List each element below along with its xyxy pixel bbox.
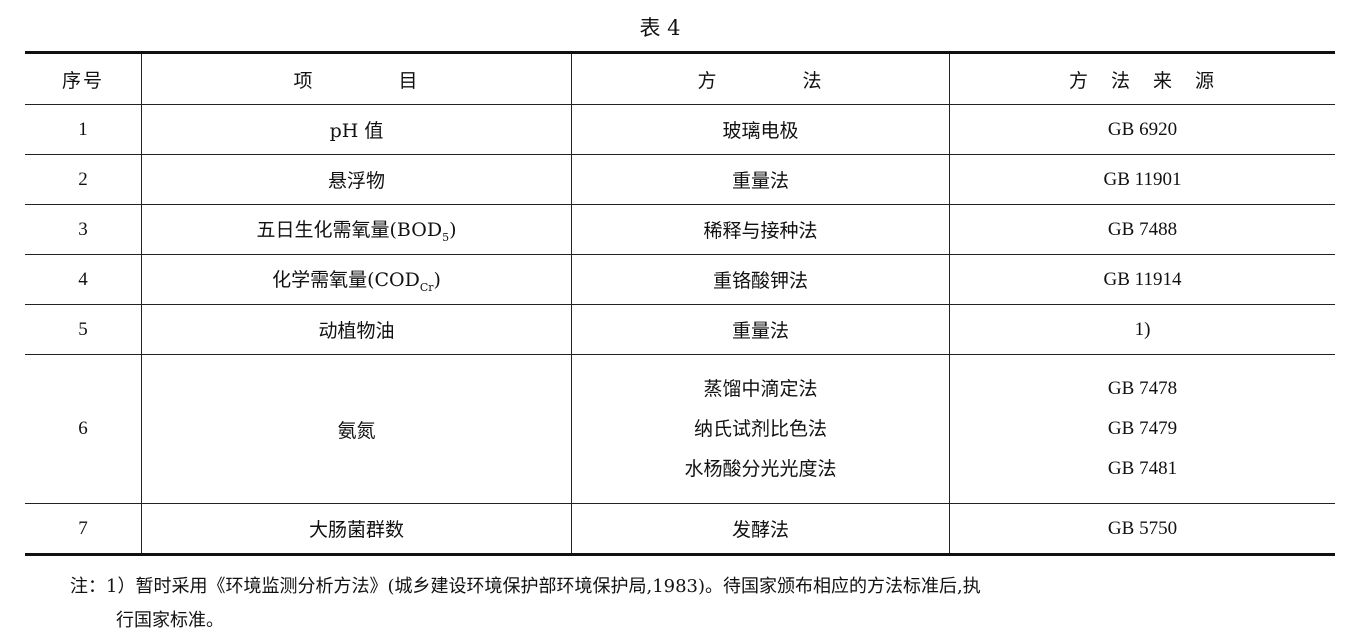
- source-text: GB 7481: [1107, 458, 1178, 479]
- footnote-line-1: 注：1）暂时采用《环境监测分析方法》(城乡建设环境保护部环境保护局,1983)。…: [70, 576, 981, 597]
- table-row: 7 大肠菌群数 发酵法 GB 5750: [25, 503, 1335, 555]
- cell-no: 3: [25, 204, 142, 255]
- item-text: 动植物油: [318, 320, 395, 342]
- cell-method: 发酵法: [571, 503, 950, 555]
- cell-item: 化学需氧量(CODCr): [141, 254, 572, 305]
- method-text: 重量法: [731, 320, 789, 342]
- item-text: 化学需氧量(COD: [272, 269, 420, 292]
- table-row: 2 悬浮物 重量法 GB 11901: [25, 154, 1335, 205]
- source-text: GB 11914: [1103, 268, 1182, 290]
- item-text: 五日生化需氧量(BOD: [256, 219, 443, 242]
- cell-method: 重铬酸钾法: [571, 254, 950, 305]
- monitoring-methods-table: 序号 项 目 方 法 方 法 来 源 1 pH 值玻璃电极 GB 6920 2 悬浮物重…: [25, 51, 1335, 556]
- cell-method: 稀释与接种法: [571, 204, 950, 255]
- header-item: 项 目: [141, 52, 572, 105]
- cell-item: 悬浮物: [141, 154, 572, 205]
- header-method: 方 法: [571, 52, 950, 105]
- source-text: GB 5750: [1107, 517, 1178, 539]
- cell-no: 6: [25, 354, 142, 504]
- cell-method: 玻璃电极: [571, 104, 950, 155]
- cell-item: 五日生化需氧量(BOD5): [141, 204, 572, 255]
- source-text: GB 7488: [1107, 218, 1178, 240]
- cell-no: 1: [25, 104, 142, 155]
- cell-item: 大肠菌群数: [141, 503, 572, 555]
- cell-item: 氨氮: [141, 354, 572, 504]
- table-row: 5 动植物油 重量法 1): [25, 304, 1335, 355]
- item-suffix: ): [449, 219, 457, 242]
- item-text: 悬浮物: [327, 170, 385, 192]
- cell-source: GB 7488: [949, 204, 1335, 255]
- method-text: 玻璃电极: [722, 120, 799, 142]
- method-text: 纳氏试剂比色法: [693, 418, 827, 440]
- table-row: 6 氨氮 蒸馏中滴定法 纳氏试剂比色法 水杨酸分光光度法 GB 7478 GB 7479 GB…: [25, 354, 1335, 504]
- item-subscript: 5: [442, 230, 450, 244]
- cell-method: 蒸馏中滴定法 纳氏试剂比色法 水杨酸分光光度法: [571, 354, 950, 504]
- table-row: 1 pH 值 玻璃电极 GB 6920: [25, 104, 1335, 155]
- table-row: 4 化学需氧量(CODCr) 重铬酸钾法 GB 11914: [25, 254, 1335, 305]
- method-text: 水杨酸分光光度法: [684, 458, 837, 480]
- table-title: 表 4: [639, 16, 681, 40]
- cell-item: 动植物油: [141, 304, 572, 355]
- item-subscript: Cr: [419, 280, 434, 294]
- item-suffix: ): [433, 269, 441, 292]
- cell-source: GB 11914: [949, 254, 1335, 305]
- source-text: GB 7479: [1107, 418, 1178, 439]
- cell-no: 2: [25, 154, 142, 205]
- source-text: GB 11901: [1103, 168, 1182, 190]
- cell-source: GB 11901: [949, 154, 1335, 205]
- source-text: 1): [1134, 318, 1151, 340]
- cell-source: GB 5750: [949, 503, 1335, 555]
- table-row: 3 五日生化需氧量(BOD5) 稀释与接种法 GB 7488: [25, 204, 1335, 255]
- method-text: 蒸馏中滴定法: [703, 378, 818, 400]
- cell-source: 1): [949, 304, 1335, 355]
- table-header-row: 序号 项 目 方 法 方 法 来 源: [25, 52, 1335, 105]
- cell-source: GB 6920: [949, 104, 1335, 155]
- cell-method: 重量法: [571, 154, 950, 205]
- cell-item: pH 值: [141, 104, 572, 155]
- method-text: 重量法: [731, 170, 789, 192]
- footnote: 注：1）暂时采用《环境监测分析方法》(城乡建设环境保护部环境保护局,1983)。…: [70, 570, 1320, 638]
- method-text: 重铬酸钾法: [712, 270, 808, 292]
- cell-no: 5: [25, 304, 142, 355]
- header-no: 序号: [25, 52, 142, 105]
- item-text: pH 值: [329, 120, 384, 142]
- item-text: 氨氮: [337, 419, 376, 442]
- cell-source: GB 7478 GB 7479 GB 7481: [949, 354, 1335, 504]
- method-text: 稀释与接种法: [703, 220, 818, 242]
- item-text: 大肠菌群数: [308, 519, 404, 541]
- cell-no: 7: [25, 503, 142, 555]
- source-text: GB 6920: [1107, 118, 1178, 140]
- cell-method: 重量法: [571, 304, 950, 355]
- header-source: 方 法 来 源: [949, 52, 1335, 105]
- footnote-line-2: 行国家标准。: [116, 610, 224, 631]
- method-text: 发酵法: [731, 519, 789, 541]
- cell-no: 4: [25, 254, 142, 305]
- source-text: GB 7478: [1107, 378, 1178, 399]
